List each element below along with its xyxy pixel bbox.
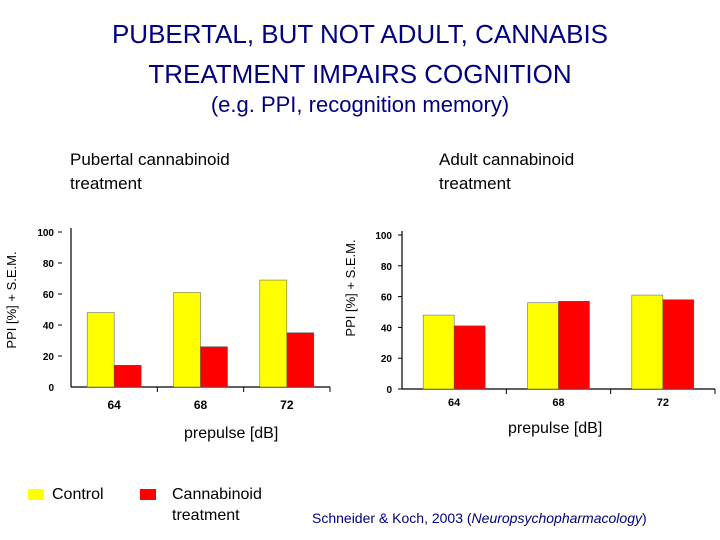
- citation-journal: Neuropsychopharmacology: [471, 510, 642, 526]
- legend-label-control: Control: [52, 486, 104, 503]
- adult-bar-cannabinoid-64: [453, 325, 486, 390]
- pubertal-y-tick-label: 20: [43, 352, 55, 363]
- pubertal-chart-title-line-1: Pubertal cannabinoid: [70, 150, 230, 169]
- adult-bar-control-64: [422, 314, 455, 390]
- pubertal-x-tick-label: 72: [280, 398, 294, 412]
- adult-y-tick-label: 60: [381, 293, 393, 304]
- pubertal-chart-title-line-2: treatment: [70, 174, 142, 193]
- adult-chart-title: Adult cannabinoid treatment: [439, 148, 574, 196]
- slide-title: PUBERTAL, BUT NOT ADULT, CANNABIS TREATM…: [0, 14, 720, 94]
- legend-swatch-control: [28, 489, 44, 500]
- adult-y-tick-label: 80: [381, 262, 393, 273]
- slide-title-line-1: PUBERTAL, BUT NOT ADULT, CANNABIS: [111, 19, 609, 49]
- adult-bar-cannabinoid-72: [662, 299, 695, 390]
- pubertal-bar-cannabinoid-64: [113, 365, 142, 388]
- pubertal-y-tick-label: 80: [43, 259, 55, 270]
- adult-chart-title-line-2: treatment: [439, 174, 511, 193]
- legend-label-cannabinoid-line-2: treatment: [172, 507, 240, 524]
- legend-label-cannabinoid: Cannabinoid treatment: [172, 484, 262, 526]
- adult-x-tick-label: 64: [448, 397, 461, 409]
- pubertal-x-axis-label: prepulse [dB]: [184, 425, 279, 442]
- pubertal-x-tick-label: 64: [107, 398, 121, 412]
- pubertal-y-axis-label: PPI [%] + S.E.M.: [4, 251, 19, 348]
- adult-bar-control-72: [631, 294, 664, 390]
- adult-y-tick-label: 20: [381, 354, 393, 365]
- pubertal-y-tick-label: 0: [48, 383, 54, 394]
- adult-y-tick-label: 100: [375, 231, 392, 242]
- pubertal-y-tick-label: 60: [43, 290, 55, 301]
- pubertal-bar-control-68: [173, 292, 201, 388]
- slide-title-line-2: TREATMENT IMPAIRS COGNITION: [148, 59, 572, 89]
- pubertal-bar-control-72: [259, 279, 288, 388]
- adult-y-tick-label: 40: [381, 323, 393, 334]
- adult-bar-control-68: [527, 302, 559, 390]
- pubertal-bar-control-64: [86, 312, 115, 388]
- adult-x-tick-label: 68: [552, 397, 564, 409]
- legend-label-cannabinoid-line-1: Cannabinoid: [172, 486, 262, 503]
- pubertal-bar-cannabinoid-72: [286, 332, 315, 388]
- pubertal-chart-title: Pubertal cannabinoid treatment: [70, 148, 230, 196]
- pubertal-y-tick-label: 100: [37, 228, 54, 239]
- citation: Schneider & Koch, 2003 (Neuropsychopharm…: [312, 510, 647, 526]
- citation-suffix: ): [641, 510, 647, 526]
- adult-x-tick-label: 72: [657, 397, 669, 409]
- adult-x-axis-label: prepulse [dB]: [508, 420, 603, 437]
- pubertal-bar-cannabinoid-68: [200, 346, 228, 388]
- slide-subtitle: (e.g. PPI, recognition memory): [210, 92, 510, 117]
- adult-y-tick-label: 0: [386, 385, 392, 396]
- pubertal-x-tick-label: 68: [194, 398, 208, 412]
- citation-prefix: Schneider & Koch, 2003 (: [312, 510, 472, 526]
- adult-bar-cannabinoid-68: [558, 300, 590, 390]
- pubertal-y-tick-label: 40: [43, 321, 55, 332]
- adult-chart-title-line-1: Adult cannabinoid: [439, 150, 575, 169]
- legend-swatch-cannabinoid: [140, 489, 156, 500]
- adult-y-axis-label: PPI [%] + S.E.M.: [343, 239, 358, 336]
